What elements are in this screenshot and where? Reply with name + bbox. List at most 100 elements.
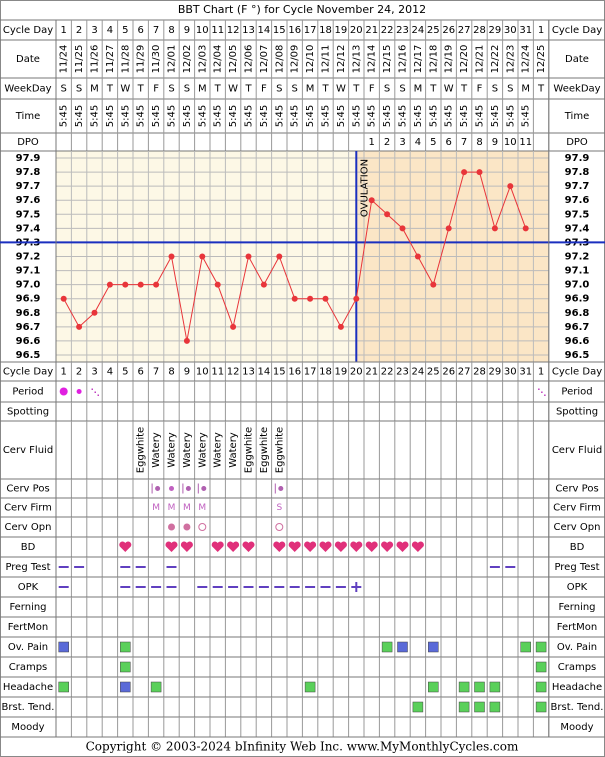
date-cell: 12/21 — [475, 45, 486, 74]
date-cell: 11/29 — [136, 45, 147, 74]
temp-point — [214, 281, 221, 288]
y-tick-label: 97.5 — [565, 209, 590, 220]
time-cell: 5:45 — [398, 105, 409, 127]
categorie-cell: 10 — [196, 25, 209, 36]
symptom — [58, 681, 69, 693]
temp-point — [153, 281, 160, 288]
temp-point — [322, 295, 329, 302]
time-cell: 5:45 — [213, 105, 224, 127]
row-label: Headache — [3, 682, 53, 693]
category-cell: 12 — [227, 367, 240, 378]
temp-point — [199, 253, 206, 260]
dpo-cell: 10 — [504, 137, 517, 148]
row-label: FertMon — [8, 622, 48, 633]
row-label: Cerv Fluid — [552, 445, 602, 456]
categorie-cell: 17 — [304, 25, 317, 36]
date-cell: 12/02 — [182, 45, 193, 74]
weekday-cell: W — [228, 84, 238, 95]
category-cell: 29 — [489, 367, 502, 378]
weekday-cell: T — [460, 84, 468, 95]
categorie-cell: 6 — [138, 25, 144, 36]
date-cell: 12/23 — [505, 45, 516, 74]
date-cell: 12/25 — [536, 45, 547, 74]
temp-point — [307, 295, 314, 302]
temp-point — [507, 183, 514, 190]
dpo-cell: 5 — [430, 137, 436, 148]
category-cell: 19 — [335, 367, 348, 378]
time-cell: 5:45 — [336, 105, 347, 127]
obs-text: Watery — [213, 432, 224, 468]
temp-point — [122, 281, 129, 288]
y-tick-label: 97.9 — [16, 153, 41, 164]
y-tick-label: 96.5 — [16, 350, 41, 361]
category-cell: 1 — [538, 367, 544, 378]
weekday-cell: W — [444, 84, 454, 95]
obs-text: Eggwhite — [244, 427, 255, 473]
categorie-cell: 11 — [211, 25, 224, 36]
y-tick-label: 97.6 — [565, 195, 590, 206]
time-cell: 5:45 — [197, 105, 208, 127]
temp-point — [137, 281, 144, 288]
weekday-cell: W — [120, 84, 130, 95]
obs-text: M — [198, 503, 206, 513]
y-tick-label: 96.7 — [16, 322, 41, 333]
categorie-cell: 31 — [519, 25, 532, 36]
temp-point — [106, 281, 113, 288]
row-label: Cerv Opn — [5, 522, 52, 533]
temp-point — [60, 295, 67, 302]
time-cell: 5:45 — [444, 105, 455, 127]
weekday-cell: M — [90, 84, 99, 95]
obs-text: Eggwhite — [136, 427, 147, 473]
obs-text: Watery — [197, 432, 208, 468]
categorie-cell: 8 — [168, 25, 174, 36]
categorie-cell: 4 — [107, 25, 113, 36]
category-cell: 11 — [211, 367, 224, 378]
category-cell: 1 — [61, 367, 67, 378]
dpo-cell: 2 — [384, 137, 390, 148]
time-cell: 5:45 — [290, 105, 301, 127]
symptom — [489, 681, 501, 693]
row-label: DPO — [566, 137, 588, 148]
category-cell: 25 — [427, 367, 440, 378]
date-cell: 12/13 — [351, 45, 362, 74]
date-cell: 12/18 — [428, 45, 439, 74]
row-label: Moody — [11, 722, 44, 733]
bd-heart — [381, 541, 394, 552]
row-label: DPO — [17, 137, 39, 148]
category-cell: 4 — [107, 367, 113, 378]
y-tick-label: 97.2 — [16, 252, 41, 263]
bd-heart — [288, 541, 301, 552]
weekday-cell: M — [521, 84, 530, 95]
category-cell: 3 — [91, 367, 97, 378]
temp-point — [168, 253, 175, 260]
time-cell: 5:45 — [136, 105, 147, 127]
y-tick-label: 96.8 — [16, 308, 41, 319]
category-cell: 18 — [319, 367, 332, 378]
temp-point — [522, 225, 529, 232]
row-label: Cycle Day — [3, 367, 53, 378]
cerv-opn — [183, 523, 191, 531]
y-tick-label: 97.4 — [565, 223, 590, 234]
y-tick-label: 97.8 — [16, 167, 41, 178]
categorie-cell: 24 — [412, 25, 425, 36]
weekday-cell: T — [321, 84, 329, 95]
weekday-cell: F — [369, 84, 375, 95]
category-cell: 2 — [76, 367, 82, 378]
date-cell: 12/17 — [413, 45, 424, 74]
time-cell: 5:45 — [151, 105, 162, 127]
temp-point — [368, 197, 375, 204]
weekday-cell: S — [399, 84, 405, 95]
y-tick-label: 97.8 — [565, 167, 590, 178]
time-cell: 5:45 — [244, 105, 255, 127]
y-tick-label: 97.4 — [16, 223, 41, 234]
obs-text: Watery — [167, 432, 178, 468]
row-label: Cycle Day — [552, 25, 602, 36]
categorie-cell: 2 — [76, 25, 82, 36]
row-label: OPK — [567, 582, 588, 593]
row-label: Cerv Firm — [4, 503, 52, 514]
bd-heart — [350, 541, 363, 552]
row-label: Ov. Pain — [8, 642, 48, 653]
temp-point — [414, 253, 421, 260]
